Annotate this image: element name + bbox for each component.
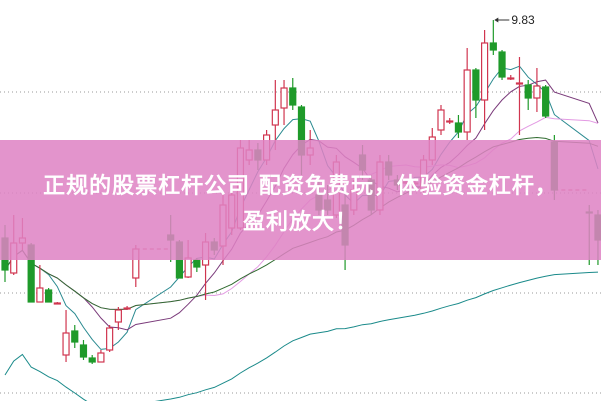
candle-body — [446, 120, 454, 123]
candle-body — [542, 86, 550, 117]
candle-body — [71, 330, 79, 343]
candle — [53, 302, 61, 305]
max-arrow-icon — [494, 17, 499, 23]
candle-body — [271, 109, 279, 126]
candle — [280, 80, 288, 125]
candle — [515, 57, 524, 135]
banner-line-2: 盈利放大！ — [242, 210, 358, 235]
candle-body — [437, 109, 445, 131]
promo-banner — [0, 140, 601, 260]
candle — [481, 30, 489, 130]
candle-body — [289, 87, 297, 106]
candle-body — [498, 51, 506, 78]
candle — [44, 288, 53, 303]
candle-body — [97, 352, 105, 363]
candle-body — [280, 87, 288, 109]
candle — [97, 350, 105, 363]
candle-body — [533, 85, 541, 99]
candle-body — [53, 302, 61, 305]
candle — [472, 68, 480, 118]
candle — [437, 105, 445, 135]
candle-body — [193, 259, 201, 268]
candle-body — [62, 332, 70, 356]
candle-body — [44, 289, 53, 303]
candle — [62, 310, 70, 362]
candle-body — [515, 82, 524, 85]
candle-body — [524, 84, 532, 99]
candle — [71, 325, 79, 348]
candle — [88, 355, 96, 364]
candle — [446, 118, 454, 124]
candle-body — [88, 357, 96, 363]
candle-body — [123, 307, 131, 310]
candle-body — [36, 287, 44, 303]
candle-body — [472, 69, 480, 101]
candle-body — [507, 77, 515, 80]
candle — [507, 75, 515, 80]
candle — [106, 325, 114, 352]
candle — [36, 265, 44, 303]
candle — [289, 78, 297, 110]
candle — [454, 115, 463, 138]
candle-body — [454, 122, 463, 133]
candle-body — [106, 327, 114, 351]
candle-body — [184, 257, 192, 278]
candle — [271, 80, 279, 150]
candle — [123, 306, 131, 310]
candle — [542, 85, 550, 118]
candle — [463, 48, 471, 140]
candle — [79, 340, 88, 360]
max-price-label: 9.83 — [511, 13, 535, 27]
candle — [489, 20, 497, 55]
candle — [498, 50, 506, 80]
banner-line-1: 正规的股票杠杆公司 配资免费玩，体验资金杠杆， — [43, 174, 558, 199]
candle — [524, 80, 532, 110]
candle-body — [114, 309, 122, 323]
candle-body — [463, 69, 471, 133]
candle-body — [489, 42, 497, 51]
candle — [114, 307, 122, 330]
candle — [193, 258, 201, 272]
ma60-line — [4, 271, 599, 401]
candle-body — [79, 344, 88, 358]
candle — [533, 68, 541, 112]
candle-body — [481, 42, 489, 101]
